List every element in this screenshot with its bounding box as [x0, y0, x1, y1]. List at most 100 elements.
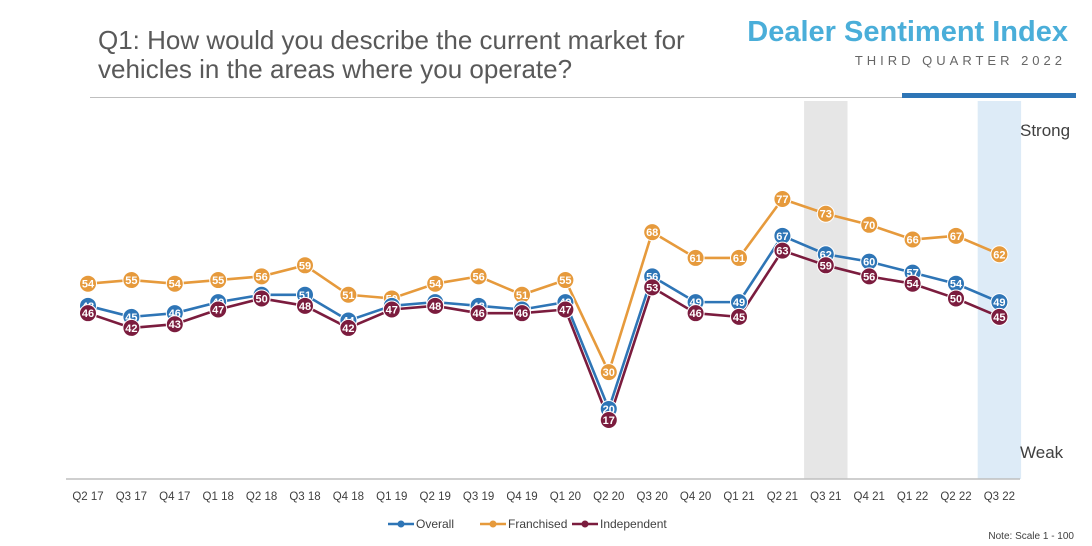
independent-data-label: 48 [429, 301, 441, 313]
franchised-point [816, 204, 835, 223]
x-tick-label: Q4 19 [506, 491, 537, 503]
highlight-band [977, 101, 1022, 479]
scale-label-strong: Strong [1020, 121, 1070, 140]
independent-point [513, 304, 531, 323]
independent-point [426, 296, 445, 315]
franchised-point [556, 271, 575, 290]
franchised-legend-label: Franchised [508, 517, 567, 531]
independent-point [773, 241, 792, 260]
franchised-data-label: 55 [559, 275, 571, 287]
scale-note: Note: Scale 1 - 100 [988, 531, 1074, 542]
franchised-legend-marker [489, 520, 497, 528]
franchised-data-label: 51 [516, 290, 528, 302]
independent-point [947, 289, 965, 308]
franchised-data-label: 77 [776, 194, 788, 206]
franchised-data-label: 67 [950, 231, 962, 243]
franchised-point [469, 267, 488, 286]
franchised-data-label: 56 [255, 271, 267, 283]
x-tick-label: Q3 18 [289, 491, 320, 503]
x-tick-label: Q4 20 [680, 491, 711, 503]
independent-point [382, 300, 401, 319]
overall-data-label: 49 [993, 297, 1005, 309]
franchised-series-line [87, 197, 1000, 374]
independent-point [122, 318, 141, 337]
independent-data-label: 47 [559, 304, 571, 316]
x-tick-label: Q3 17 [116, 491, 147, 503]
independent-point [730, 307, 748, 326]
franchised-point [947, 226, 965, 245]
franchised-data-label: 73 [820, 209, 832, 221]
x-tick-label: Q2 22 [940, 491, 971, 503]
independent-point [990, 307, 1009, 326]
franchised-point [209, 271, 228, 290]
independent-point [860, 267, 879, 286]
franchised-point [252, 267, 271, 286]
franchised-data-label: 55 [125, 275, 137, 287]
x-tick-label: Q3 22 [984, 491, 1015, 503]
independent-series-line [87, 249, 1000, 422]
franchised-data-label: 59 [299, 260, 311, 272]
franchised-data-label: 61 [733, 253, 745, 265]
franchised-data-label: 62 [993, 249, 1005, 261]
independent-data-label: 42 [125, 323, 137, 335]
x-tick-label: Q2 19 [420, 491, 451, 503]
overall-data-label: 54 [950, 279, 963, 291]
independent-data-label: 47 [386, 304, 398, 316]
x-tick-label: Q3 20 [637, 491, 668, 503]
x-tick-label: Q1 21 [723, 491, 754, 503]
franchised-point [599, 363, 618, 382]
independent-data-label: 46 [689, 308, 701, 320]
franchised-data-label: 30 [603, 367, 615, 379]
overall-legend-marker [397, 520, 405, 528]
independent-point [599, 410, 618, 429]
brand-title: Dealer Sentiment Index [747, 16, 1068, 48]
overall-legend-label: Overall [416, 517, 454, 531]
independent-data-label: 50 [255, 293, 267, 305]
independent-data-label: 63 [776, 246, 788, 258]
x-tick-label: Q4 18 [333, 491, 364, 503]
x-tick-label: Q1 19 [376, 491, 407, 503]
franchised-point [122, 271, 141, 290]
x-tick-label: Q1 22 [897, 491, 928, 503]
independent-data-label: 45 [733, 312, 745, 324]
independent-data-label: 17 [603, 415, 615, 427]
franchised-data-label: 51 [342, 290, 354, 302]
overall-series-line [87, 234, 1000, 411]
franchised-point [296, 256, 314, 275]
franchised-point [730, 248, 748, 267]
independent-data-label: 43 [169, 319, 181, 331]
x-tick-label: Q1 18 [203, 491, 234, 503]
independent-data-label: 50 [950, 293, 962, 305]
independent-data-label: 48 [299, 301, 311, 313]
brand-subtitle: THIRD QUARTER 2022 [854, 53, 1066, 68]
franchised-point [990, 245, 1009, 264]
independent-point [469, 304, 488, 323]
independent-data-label: 59 [820, 260, 832, 272]
scale-label-weak: Weak [1020, 443, 1064, 462]
franchised-data-label: 68 [646, 227, 658, 239]
franchised-point [643, 223, 662, 242]
franchised-data-label: 61 [689, 253, 701, 265]
x-tick-label: Q2 21 [767, 491, 798, 503]
x-tick-label: Q3 21 [810, 491, 841, 503]
independent-data-label: 54 [906, 279, 919, 291]
independent-point [79, 304, 97, 323]
franchised-data-label: 54 [429, 279, 442, 291]
franchised-point [860, 215, 879, 234]
independent-data-label: 56 [863, 271, 875, 283]
franchised-point [339, 285, 358, 304]
franchised-point [773, 190, 792, 209]
x-tick-label: Q3 19 [463, 491, 494, 503]
overall-data-label: 49 [733, 297, 745, 309]
highlight-band [804, 101, 848, 479]
franchised-data-label: 54 [169, 279, 182, 291]
franchised-point [165, 274, 184, 293]
independent-data-label: 53 [646, 282, 658, 294]
independent-point [339, 318, 358, 337]
independent-data-label: 46 [472, 308, 484, 320]
franchised-data-label: 54 [82, 279, 95, 291]
franchised-data-label: 70 [863, 220, 875, 232]
independent-data-label: 45 [993, 312, 1005, 324]
independent-point [903, 274, 922, 293]
franchised-data-label: 56 [472, 271, 484, 283]
